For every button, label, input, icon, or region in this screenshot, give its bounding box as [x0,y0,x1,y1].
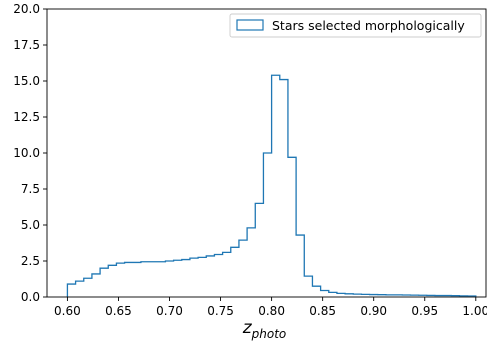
y-tick-label: 17.5 [13,38,40,52]
y-tick-label: 12.5 [13,110,40,124]
x-axis-label-subscript: photo [251,327,287,341]
x-axis-label-main: z [242,318,253,338]
y-axis-ticks: 0.0 2.5 5.0 7.5 10.0 12.5 15.0 17.5 20.0 [13,2,47,304]
y-tick-label: 15.0 [13,74,40,88]
x-axis-ticks: 0.60 0.65 0.70 0.75 0.80 0.85 0.90 0.95 1.00 [54,297,487,318]
y-tick-label: 2.5 [21,254,40,268]
y-tick-label: 10.0 [13,146,40,160]
histogram-series-stars [66,74,477,297]
plot-area [66,74,477,297]
y-tick-label: 20.0 [13,2,40,16]
x-tick-label: 0.70 [156,304,183,318]
x-tick-label: 0.75 [207,304,234,318]
legend-swatch [236,19,264,31]
x-tick-label: 0.95 [411,304,438,318]
legend: Stars selected morphologically [229,13,482,38]
x-tick-label: 0.60 [54,304,81,318]
legend-box [229,13,482,38]
y-tick-label: 0.0 [21,290,40,304]
x-tick-label: 0.65 [105,304,132,318]
legend-label: Stars selected morphologically [272,18,465,33]
x-tick-label: 0.90 [360,304,387,318]
x-tick-label: 0.85 [309,304,336,318]
x-tick-label: 0.80 [258,304,285,318]
x-tick-label: 1.00 [462,304,487,318]
y-tick-label: 7.5 [21,182,40,196]
x-axis-label: zphoto [242,318,287,341]
y-tick-label: 5.0 [21,218,40,232]
